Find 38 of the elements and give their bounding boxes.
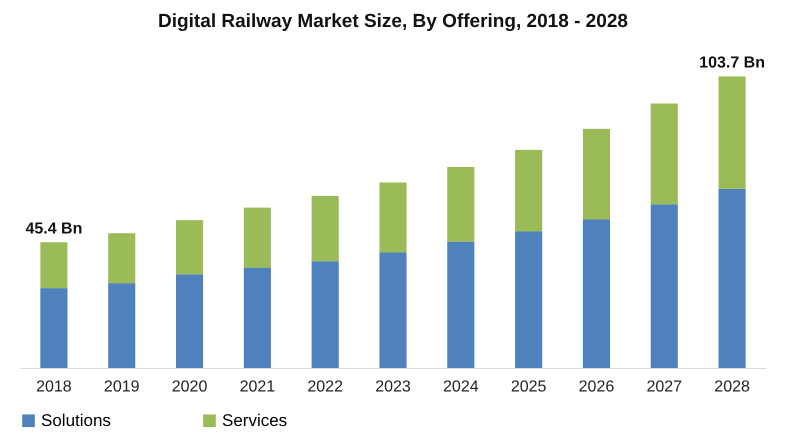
chart-title: Digital Railway Market Size, By Offering, 2018 - 2028 — [158, 11, 628, 32]
x-tick-label: 2028 — [714, 378, 750, 396]
x-tick-label: 2020 — [172, 378, 208, 396]
bar — [515, 150, 542, 232]
bar — [582, 220, 610, 368]
bar — [582, 128, 610, 220]
bar — [244, 208, 271, 268]
bar — [379, 252, 407, 368]
legend-label: Solutions — [41, 410, 111, 430]
bar — [176, 274, 204, 368]
x-tick-label: 2024 — [443, 378, 479, 396]
bar — [515, 232, 542, 368]
legend-label: Services — [222, 410, 288, 430]
x-tick-label: 2019 — [104, 378, 140, 396]
bar — [40, 242, 68, 288]
x-tick-label: 2018 — [36, 378, 72, 396]
annotation: 45.4 Bn — [25, 220, 82, 238]
bar — [447, 167, 474, 242]
bar — [447, 242, 474, 368]
bar — [40, 288, 68, 368]
bar — [379, 182, 407, 252]
bar — [312, 261, 339, 368]
bar — [718, 188, 746, 368]
bar — [312, 196, 339, 262]
bar — [650, 103, 678, 204]
bar — [244, 268, 271, 368]
bar — [108, 283, 136, 368]
x-tick-label: 2021 — [240, 378, 276, 396]
x-tick-label: 2025 — [510, 378, 547, 396]
bar — [650, 204, 678, 368]
bar — [176, 220, 204, 274]
x-tick-label: 2022 — [307, 378, 344, 396]
bar — [108, 233, 136, 284]
bar — [718, 76, 746, 189]
x-tick-label: 2023 — [375, 378, 411, 396]
annotation: 103.7 Bn — [699, 54, 765, 72]
x-tick-label: 2027 — [646, 378, 682, 396]
x-tick-label: 2026 — [578, 378, 614, 396]
